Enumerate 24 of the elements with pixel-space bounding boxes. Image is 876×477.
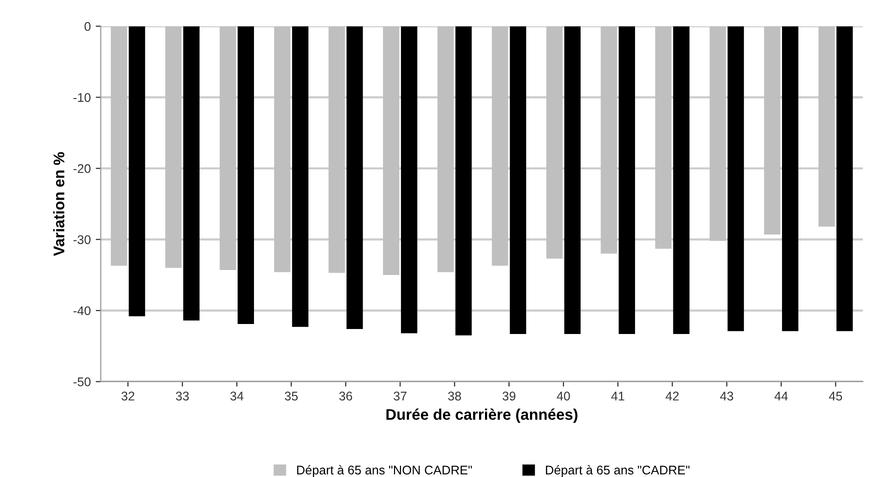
legend-label: Départ à 65 ans "CADRE" [546,465,690,477]
x-tick-label: 38 [448,392,461,401]
x-axis-title: Durée de carrière (années) [386,408,578,423]
y-tick-label: -10 [74,93,91,102]
y-tick-label: -50 [74,377,91,386]
x-tick-label: 41 [611,392,624,400]
x-tick-label: 42 [666,392,679,400]
y-tick-label: 0 [84,22,91,31]
x-tick-label: 40 [556,392,570,401]
x-tick-label: 45 [828,392,842,401]
y-tick-label: -30 [74,235,91,244]
x-tick-label: 32 [121,392,134,401]
x-tick-label: 34 [230,392,244,401]
x-tick-label: 37 [394,392,406,401]
y-tick-label: -40 [74,306,91,316]
legend-label: Départ à 65 ans "NON CADRE" [297,465,472,477]
x-tick-label: 35 [284,392,298,401]
x-tick-label: 44 [774,392,788,400]
x-tick-label: 39 [502,392,516,401]
x-tick-label: 43 [720,392,734,401]
x-tick-label: 33 [176,392,189,401]
y-axis-title: Variation en % [53,152,64,256]
x-tick-label: 36 [339,392,352,401]
y-tick-label: -20 [74,164,91,174]
